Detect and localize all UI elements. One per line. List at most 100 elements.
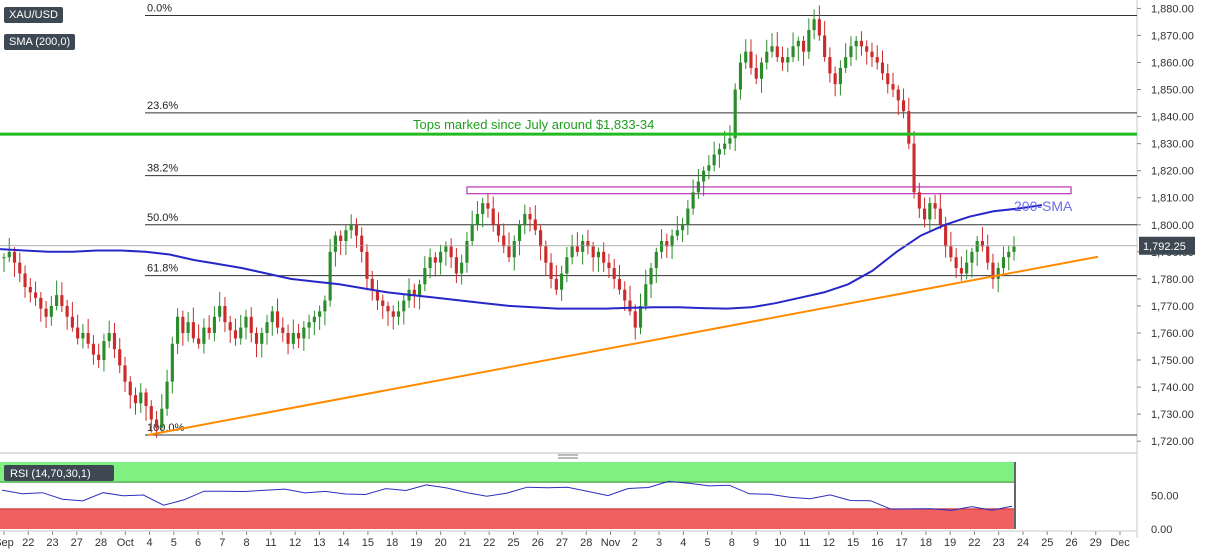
candle bbox=[49, 296, 53, 326]
candle-body bbox=[633, 311, 637, 328]
candle bbox=[717, 143, 721, 168]
candle bbox=[207, 315, 211, 340]
symbol-label[interactable]: XAU/USD bbox=[4, 7, 63, 23]
candle bbox=[318, 305, 322, 330]
candle bbox=[197, 324, 201, 349]
candle bbox=[591, 241, 595, 272]
candle bbox=[33, 281, 38, 306]
candle-body bbox=[218, 305, 222, 317]
candle bbox=[76, 314, 80, 345]
candle bbox=[270, 306, 274, 336]
candle-body bbox=[523, 213, 527, 225]
candle-body bbox=[565, 257, 569, 274]
candle-body bbox=[665, 241, 669, 247]
fibonacci-label: 0.0% bbox=[147, 2, 172, 14]
current-price-tag bbox=[1139, 236, 1195, 255]
candle bbox=[391, 305, 395, 330]
candle-body bbox=[433, 257, 437, 263]
candle bbox=[402, 294, 406, 325]
candle-body bbox=[97, 354, 101, 361]
candle-body bbox=[602, 251, 606, 263]
time-tick-label: 4 bbox=[147, 537, 153, 549]
candle-body bbox=[954, 257, 958, 269]
candle bbox=[107, 320, 111, 348]
candle-body bbox=[912, 143, 916, 193]
candle bbox=[502, 223, 506, 254]
time-tick-label: 11 bbox=[799, 537, 810, 549]
candle-body bbox=[738, 62, 743, 90]
candle-body bbox=[502, 235, 506, 247]
candle bbox=[133, 387, 138, 415]
candle-body bbox=[828, 57, 832, 74]
candle-body bbox=[901, 100, 906, 112]
price-tick-label: 1,820.00 bbox=[1151, 166, 1194, 178]
candle-body bbox=[965, 262, 969, 274]
candle bbox=[786, 47, 790, 73]
candle bbox=[817, 5, 821, 41]
candle bbox=[738, 53, 743, 100]
candle-body bbox=[354, 224, 359, 236]
candle bbox=[86, 318, 90, 349]
candle-body bbox=[949, 246, 953, 258]
candle bbox=[265, 314, 269, 345]
candle bbox=[681, 217, 685, 243]
time-tick-label: 22 bbox=[483, 537, 495, 549]
candle-body bbox=[880, 62, 885, 74]
candle bbox=[281, 317, 285, 342]
candle bbox=[980, 227, 985, 252]
rsi-label: RSI (14,70,30,1) bbox=[10, 468, 91, 480]
candle-body bbox=[344, 230, 348, 242]
candle bbox=[949, 231, 953, 262]
candle-body bbox=[60, 295, 64, 306]
candle bbox=[991, 253, 995, 289]
candle bbox=[828, 47, 832, 83]
candle-body bbox=[744, 51, 748, 63]
candle bbox=[12, 247, 17, 277]
time-tick-label: 27 bbox=[71, 537, 83, 549]
candle bbox=[44, 301, 48, 329]
fibonacci-label: 50.0% bbox=[147, 212, 178, 224]
candle-body bbox=[107, 332, 111, 342]
candle-body bbox=[575, 246, 579, 252]
candle-body bbox=[81, 332, 85, 339]
candle-body bbox=[55, 295, 59, 306]
candle bbox=[302, 321, 306, 351]
candle-body bbox=[386, 305, 390, 312]
candle bbox=[696, 169, 700, 199]
candle bbox=[55, 280, 59, 311]
time-tick-label: 7 bbox=[219, 537, 225, 549]
candle-body bbox=[649, 268, 653, 285]
sma-indicator-label[interactable]: SMA (200,0) bbox=[4, 34, 76, 50]
candle bbox=[975, 236, 979, 266]
candle bbox=[654, 247, 658, 283]
candle-body bbox=[265, 322, 269, 333]
candle-body bbox=[728, 138, 732, 144]
candle bbox=[901, 88, 906, 119]
candle-body bbox=[817, 19, 821, 36]
candle-body bbox=[70, 316, 74, 328]
candle bbox=[517, 220, 522, 256]
candle-body bbox=[244, 316, 248, 328]
candle bbox=[870, 42, 874, 68]
candle-body bbox=[144, 392, 148, 407]
candle bbox=[691, 179, 695, 215]
candle bbox=[865, 40, 869, 65]
candle bbox=[707, 155, 711, 180]
candle bbox=[228, 315, 232, 343]
candle bbox=[381, 294, 385, 319]
time-axis: Sep22232728Oct45678111213141518192021222… bbox=[0, 530, 1137, 549]
time-tick-label: 23 bbox=[993, 537, 1005, 549]
candle-body bbox=[328, 251, 332, 301]
candle bbox=[891, 72, 895, 98]
candle-body bbox=[260, 332, 264, 344]
candle-body bbox=[780, 57, 785, 63]
candle-body bbox=[307, 322, 311, 328]
time-tick-label: 5 bbox=[705, 537, 711, 549]
time-tick-label: 15 bbox=[847, 537, 859, 549]
resistance-zone-box bbox=[466, 186, 1072, 195]
candle-body bbox=[517, 224, 522, 242]
candle-body bbox=[617, 278, 622, 290]
rsi-tick-label: 0.00 bbox=[1151, 524, 1172, 536]
candle-body bbox=[812, 19, 816, 31]
time-tick-label: 28 bbox=[95, 537, 107, 549]
